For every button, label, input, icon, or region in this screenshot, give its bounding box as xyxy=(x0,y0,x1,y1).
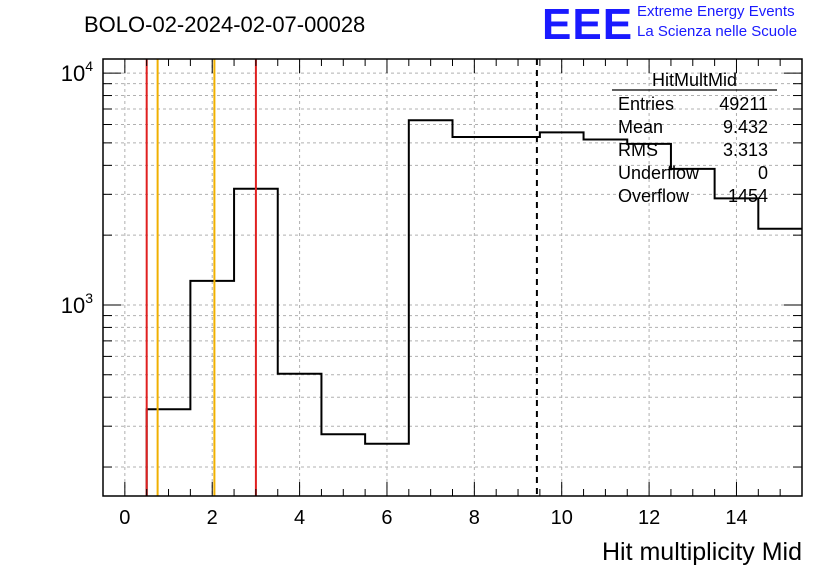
stats-label: Mean xyxy=(618,117,663,137)
histogram-bin xyxy=(147,409,191,496)
histogram-bin xyxy=(671,169,715,496)
stats-label: RMS xyxy=(618,140,658,160)
histogram-bin xyxy=(758,229,802,496)
x-tick-label: 6 xyxy=(381,507,392,529)
stats-label: Overflow xyxy=(618,186,690,206)
chart-title: BOLO-02-2024-02-07-00028 xyxy=(84,12,366,37)
stats-label: Underflow xyxy=(618,163,700,183)
x-tick-label: 8 xyxy=(469,507,480,529)
stats-value: 9.432 xyxy=(723,117,768,137)
y-tick-label: 103 xyxy=(61,290,93,318)
stats-value: 0 xyxy=(758,163,768,183)
histogram-series xyxy=(145,119,802,496)
stats-value: 1454 xyxy=(728,186,768,206)
x-tick-label: 12 xyxy=(638,507,660,529)
stats-value: 49211 xyxy=(719,94,768,114)
x-tick-label: 10 xyxy=(551,507,573,529)
histogram-bin xyxy=(453,137,540,496)
histogram-bin xyxy=(321,434,365,496)
stats-value: 3.313 xyxy=(723,140,768,160)
histogram-bin xyxy=(409,120,453,496)
x-axis-label: Hit multiplicity Mid xyxy=(602,538,802,566)
logo-line-1: Extreme Energy Events xyxy=(637,3,795,20)
x-tick-label: 0 xyxy=(119,507,130,529)
x-tick-label: 4 xyxy=(294,507,305,529)
logo-line-2: La Scienza nelle Scuole xyxy=(637,23,798,40)
histogram-bin xyxy=(278,374,322,496)
x-tick-label: 14 xyxy=(725,507,747,529)
eee-logo: EEE xyxy=(542,0,634,49)
stats-name: HitMultMid xyxy=(652,70,737,90)
x-tick-label: 2 xyxy=(207,507,218,529)
y-tick-label: 104 xyxy=(61,58,93,86)
stats-label: Entries xyxy=(618,94,674,114)
